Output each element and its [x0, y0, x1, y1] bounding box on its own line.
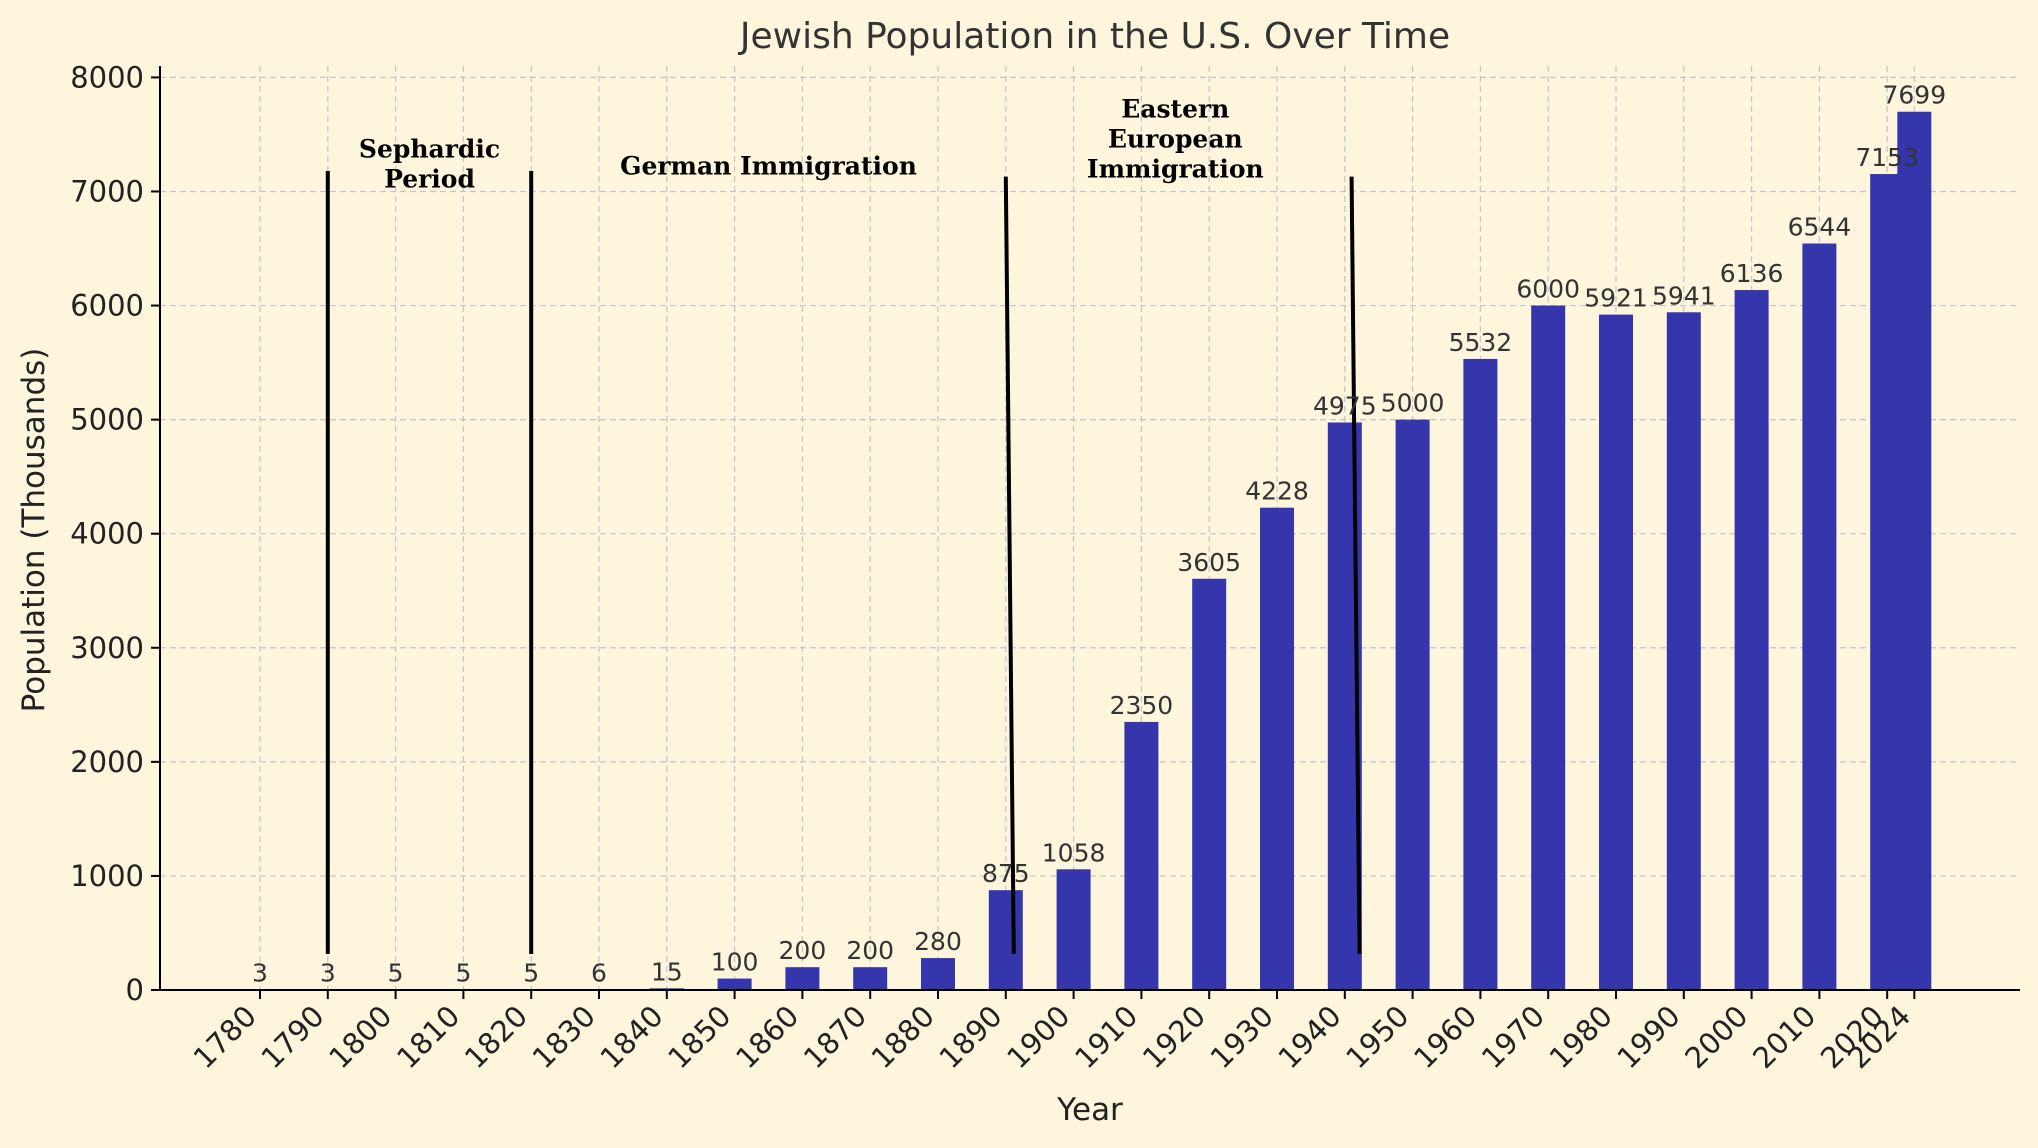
- bar-value-label: 5: [455, 958, 471, 987]
- y-tick-label: 0: [126, 973, 144, 1007]
- y-tick-label: 8000: [70, 60, 144, 94]
- bar: [921, 958, 955, 990]
- period-divider: [1003, 176, 1016, 955]
- period-annotation: Sephardic Period: [359, 134, 500, 193]
- bar: [717, 978, 752, 990]
- y-tick-label: 2000: [70, 745, 144, 779]
- bar: [1531, 305, 1566, 990]
- bar-value-label: 5921: [1584, 284, 1648, 313]
- bar-value-label: 5532: [1449, 328, 1513, 357]
- bar: [785, 967, 820, 990]
- bars: [243, 111, 1932, 991]
- bar: [1599, 314, 1633, 991]
- bar-value-label: 4228: [1245, 477, 1309, 506]
- y-tick-label: 6000: [70, 289, 144, 323]
- bar: [1802, 243, 1837, 990]
- bar-value-label: 280: [914, 927, 962, 956]
- period-annotation: Eastern European Immigration: [1087, 94, 1264, 183]
- axes: [151, 66, 2020, 999]
- bar: [1192, 578, 1227, 990]
- bar-value-label: 5: [388, 958, 404, 987]
- bar-value-label: 200: [846, 936, 894, 965]
- bar-value-label: 5000: [1381, 389, 1445, 418]
- period-annotation-line: German Immigration: [620, 151, 917, 180]
- bar-value-label: 100: [711, 948, 759, 977]
- bar-value-label: 6000: [1516, 275, 1580, 304]
- period-annotation: German Immigration: [620, 151, 917, 180]
- bar-value-label: 6: [591, 958, 607, 987]
- period-annotation-line: European: [1108, 124, 1243, 153]
- bar-value-label: 3605: [1177, 548, 1241, 577]
- bar-value-label: 7699: [1883, 81, 1947, 110]
- y-tick-label: 7000: [70, 174, 144, 208]
- bar-value-label: 7153: [1855, 143, 1919, 172]
- y-tick-label: 5000: [70, 403, 144, 437]
- bar-value-label: 200: [779, 936, 827, 965]
- period-divider: [1349, 176, 1362, 955]
- bar-value-label: 6136: [1720, 259, 1784, 288]
- period-annotation-line: Sephardic: [359, 134, 500, 163]
- period-annotation-line: Eastern: [1121, 94, 1229, 123]
- bar: [1260, 507, 1294, 990]
- bar-value-label: 4975: [1313, 391, 1377, 420]
- bar: [1897, 111, 1932, 990]
- x-axis-label: Year: [1056, 1092, 1123, 1128]
- bar: [1056, 869, 1091, 990]
- bar: [1124, 721, 1159, 990]
- bar-value-label: 6544: [1788, 212, 1852, 241]
- y-tick-label: 1000: [70, 859, 144, 893]
- bar: [1734, 290, 1769, 990]
- bar-value-label: 3: [320, 959, 336, 988]
- bar: [853, 967, 888, 990]
- chart-title: Jewish Population in the U.S. Over Time: [738, 16, 1450, 57]
- bar: [1666, 312, 1701, 991]
- bar: [1395, 419, 1430, 990]
- period-annotation-line: Period: [384, 164, 475, 193]
- y-axis-label: Population (Thousands): [16, 348, 52, 713]
- bar-value-label: 1058: [1042, 838, 1106, 867]
- bar-value-label: 3: [252, 959, 268, 988]
- bar: [1463, 358, 1498, 990]
- bar-value-label: 2350: [1110, 691, 1174, 720]
- y-tick-label: 4000: [70, 517, 144, 551]
- bar-value-label: 5: [523, 958, 539, 987]
- y-tick-label: 3000: [70, 631, 144, 665]
- bar: [988, 890, 1023, 990]
- bar-value-label: 15: [651, 957, 683, 986]
- bar-value-label: 875: [982, 859, 1030, 888]
- period-annotation-line: Immigration: [1087, 154, 1264, 183]
- bar-value-label: 5941: [1652, 281, 1716, 310]
- period-dividers: [325, 170, 1362, 955]
